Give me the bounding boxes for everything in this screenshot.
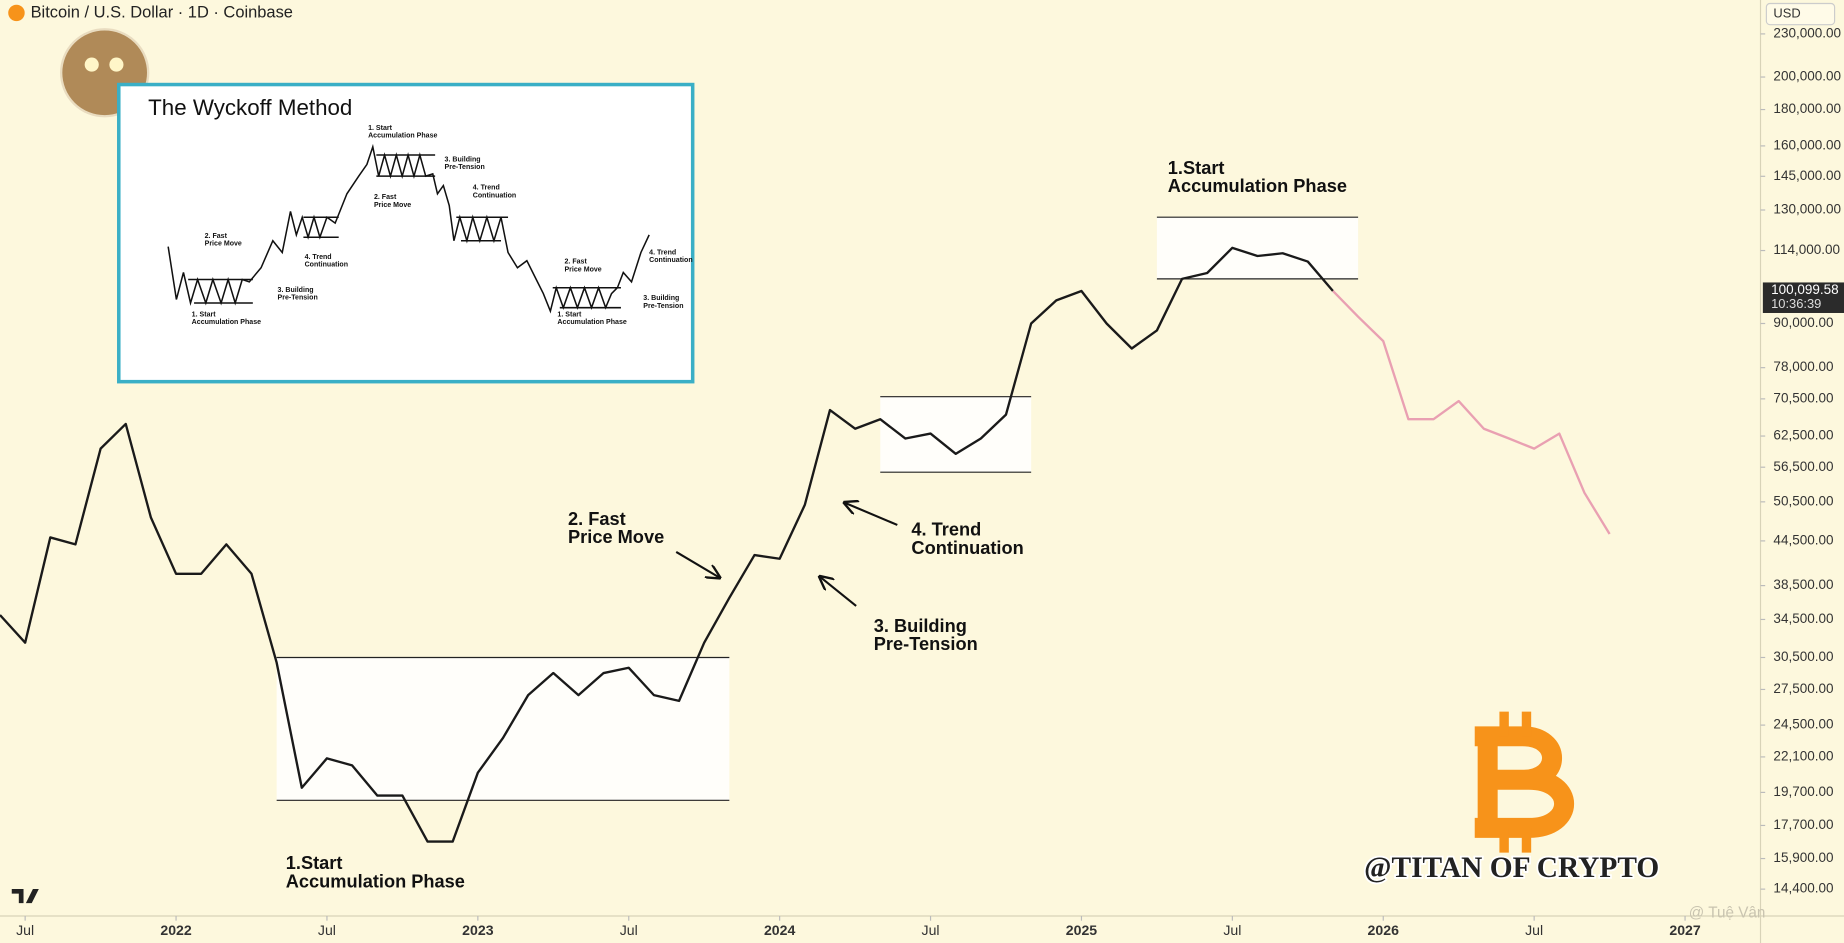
inset-label: 4. Trend: [473, 185, 500, 192]
inset-label: Pre-Tension: [278, 295, 318, 302]
watermark: @ Tuệ Vân: [1689, 905, 1766, 922]
inset-label: Continuation: [305, 262, 348, 269]
x-tick-label: Jul: [16, 922, 34, 938]
y-tick-label: 62,500.00: [1773, 428, 1833, 443]
y-tick-label: 78,000.00: [1773, 359, 1833, 374]
y-tick-label: 34,500.00: [1773, 611, 1833, 626]
y-tick-label: 114,000.00: [1773, 242, 1840, 257]
y-tick-label: 19,700.00: [1773, 784, 1833, 799]
annotation: 4. Trend: [911, 520, 981, 540]
inset-label: 1. Start: [557, 312, 582, 319]
avatar-eye: [109, 57, 124, 72]
x-tick-label: 2023: [462, 922, 494, 938]
inset-label: Price Move: [564, 266, 601, 273]
y-tick-label: 145,000.00: [1773, 168, 1841, 183]
plot: [0, 216, 1611, 843]
annotation: 3. Building: [874, 616, 967, 636]
y-tick-label: 14,400.00: [1773, 881, 1833, 896]
accumulation-range: [276, 657, 730, 801]
inset-label: 1. Start: [368, 125, 393, 132]
x-tick-label: 2026: [1368, 922, 1400, 938]
annotation: 1.Start: [1168, 158, 1225, 178]
bitcoin-logo: [1474, 711, 1574, 853]
inset-label: Continuation: [473, 192, 516, 199]
y-tick-label: 200,000.00: [1773, 69, 1841, 84]
annotation: Accumulation Phase: [286, 871, 465, 891]
inset-label: Pre-Tension: [643, 303, 683, 310]
annotation: Accumulation Phase: [1168, 176, 1347, 196]
coin-icon: [8, 4, 25, 22]
price-line: [0, 246, 1334, 843]
x-tick-label: 2027: [1669, 922, 1701, 938]
x-tick-label: 2024: [764, 922, 796, 938]
inset-label: 2. Fast: [374, 194, 397, 201]
y-tick-label: 90,000.00: [1773, 315, 1833, 330]
last-price-box: [1762, 282, 1844, 313]
x-tick-label: 2022: [160, 922, 192, 938]
annotation: Pre-Tension: [874, 634, 978, 654]
y-tick-label: 70,500.00: [1773, 390, 1833, 405]
inset-ranges: [188, 154, 621, 309]
x-tick-label: 2025: [1066, 922, 1098, 938]
y-tick-label: 44,500.00: [1773, 532, 1833, 547]
x-tick-label: Jul: [922, 922, 940, 938]
inset-label: Price Move: [205, 241, 242, 248]
avatar-eye: [84, 57, 99, 72]
y-tick-label: 15,900.00: [1773, 850, 1833, 865]
currency[interactable]: USD: [1773, 6, 1800, 21]
x-tick-label: Jul: [620, 922, 638, 938]
y-tick-label: 56,500.00: [1773, 459, 1833, 474]
y-tick-label: 30,500.00: [1773, 649, 1833, 664]
inset-label: 3. Building: [278, 287, 314, 294]
symbol-title: Bitcoin / U.S. Dollar · 1D · Coinbase: [31, 3, 293, 21]
inset-label: 4. Trend: [305, 254, 332, 261]
price-line: [1332, 290, 1611, 535]
arrows: [675, 503, 898, 607]
inset-label: 2. Fast: [564, 259, 587, 266]
inset-label: Accumulation Phase: [192, 319, 261, 326]
annotation: 1.Start: [286, 853, 343, 873]
tv-logo: [11, 888, 39, 904]
inset-label: Accumulation Phase: [368, 132, 437, 139]
y-tick-label: 160,000.00: [1773, 137, 1841, 152]
inset-label: 3. Building: [445, 157, 481, 164]
annotation: Continuation: [911, 538, 1023, 558]
y-tick-label: 180,000.00: [1773, 101, 1841, 116]
y-tick-label: 24,500.00: [1773, 717, 1833, 732]
y-tick-label: 22,100.00: [1773, 748, 1833, 763]
y-tick-label: 130,000.00: [1773, 202, 1841, 217]
x-tick-label: Jul: [1223, 922, 1241, 938]
inset-label: Pre-Tension: [445, 164, 485, 171]
inset-frame: [117, 82, 695, 384]
inset-label: 4. Trend: [649, 249, 676, 256]
x-tick-label: Jul: [1525, 922, 1543, 938]
last-price: 100,099.58: [1771, 282, 1839, 297]
handle: @TITAN OF CRYPTO: [1364, 852, 1659, 884]
inset-label: 3. Building: [643, 295, 679, 302]
y-tick-label: 38,500.00: [1773, 577, 1833, 592]
annotation: Price Move: [568, 527, 664, 547]
inset-label: Price Move: [374, 202, 411, 209]
accumulation-range: [1156, 217, 1359, 279]
inset-title: The Wyckoff Method: [148, 95, 352, 120]
y-tick-label: 17,700.00: [1773, 817, 1833, 832]
currency-button[interactable]: [1765, 2, 1836, 26]
annotation: 2. Fast: [568, 509, 626, 529]
y-tick-label: 230,000.00: [1773, 25, 1841, 40]
accumulation-range: [880, 396, 1032, 473]
last-time: 10:36:39: [1771, 296, 1821, 311]
inset-label: Continuation: [649, 257, 692, 264]
inset-label: 1. Start: [192, 312, 217, 319]
inset-label: Accumulation Phase: [557, 319, 626, 326]
y-tick-label: 27,500.00: [1773, 681, 1833, 696]
x-tick-label: Jul: [318, 922, 336, 938]
y-tick-label: 50,500.00: [1773, 493, 1833, 508]
inset-label: 2. Fast: [205, 233, 228, 240]
